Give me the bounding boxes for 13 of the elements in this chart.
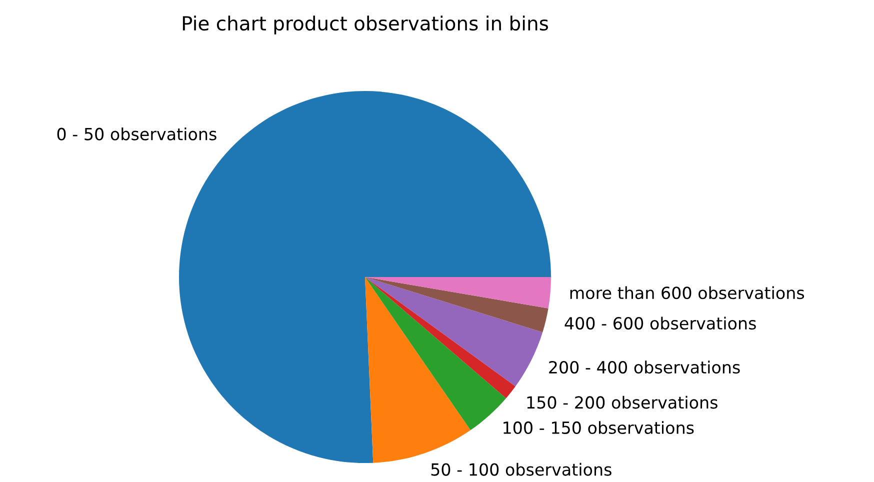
- slice-label: 100 - 150 observations: [504, 421, 694, 434]
- slice-label: 50 - 100 observations: [431, 462, 612, 476]
- slice-label: 200 - 400 observations: [549, 360, 740, 374]
- slice-label: more than 600 observations: [570, 286, 804, 300]
- pie-slice: [365, 277, 516, 398]
- chart-title: Pie chart product observations in bins: [182, 16, 548, 34]
- pie-slice: [365, 277, 471, 463]
- slice-label: 0 - 50 observations: [57, 127, 216, 140]
- slice-label: 400 - 600 observations: [564, 316, 756, 330]
- pie-slice: [365, 277, 543, 386]
- pie-slice: [365, 277, 551, 308]
- slice-label: 150 - 200 observations: [527, 396, 718, 409]
- pie-slice: [365, 277, 548, 332]
